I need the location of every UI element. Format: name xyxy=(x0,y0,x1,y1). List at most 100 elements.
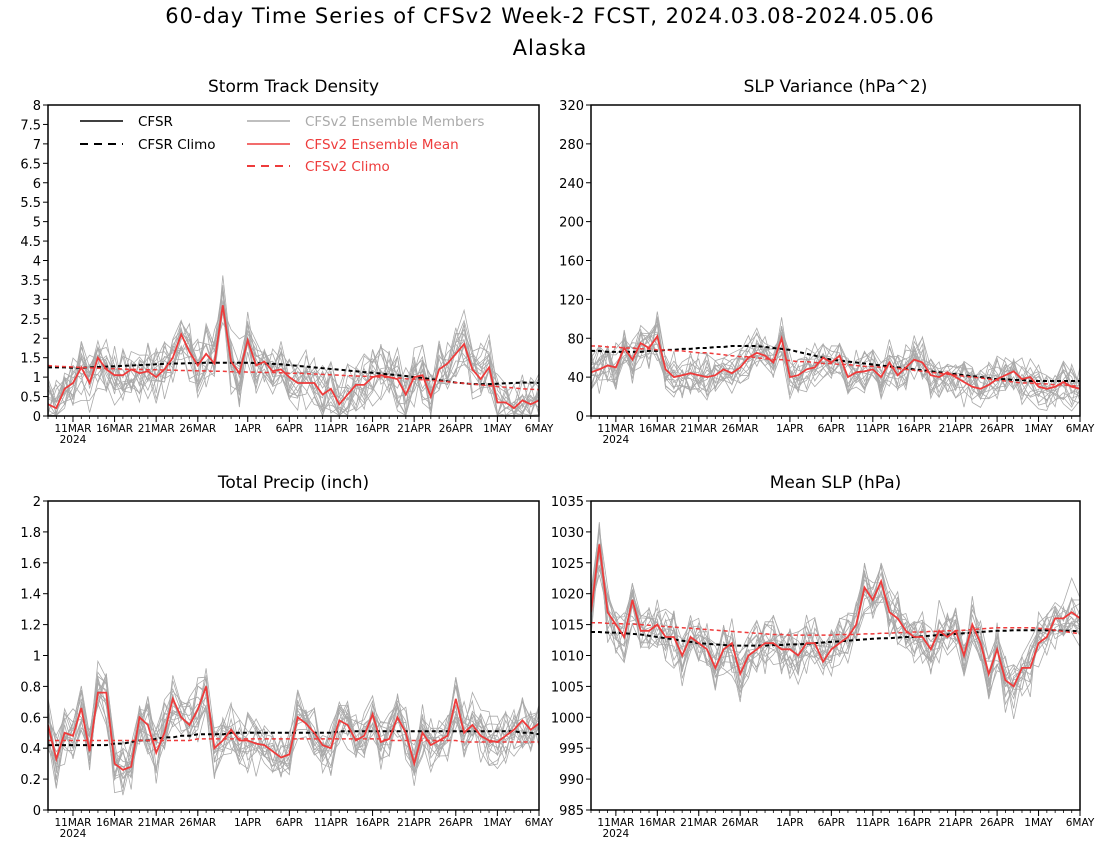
x-tick-label: 6APR xyxy=(276,817,304,829)
y-tick-label: 0.4 xyxy=(20,742,41,757)
y-tick-label: 6 xyxy=(33,177,41,192)
y-tick-label: 0.6 xyxy=(20,711,41,726)
x-year-label: 2024 xyxy=(602,828,629,840)
ensemble-member-line xyxy=(591,549,1080,696)
y-tick-label: 1.8 xyxy=(20,526,41,541)
y-tick-label: 995 xyxy=(559,742,584,757)
figure-subtitle: Alaska xyxy=(512,36,588,60)
x-tick-label: 26APR xyxy=(439,817,473,829)
y-tick-label: 0 xyxy=(576,410,584,425)
y-tick-label: 0.2 xyxy=(20,773,41,788)
x-tick-label: 11MAR xyxy=(55,423,92,435)
x-tick-label: 11MAR xyxy=(55,817,92,829)
ensemble-member-line xyxy=(48,689,539,780)
panel-title: Storm Track Density xyxy=(208,77,379,97)
plot-area xyxy=(48,659,539,796)
y-tick-label: 120 xyxy=(559,293,584,308)
x-tick-label: 11MAR xyxy=(597,817,634,829)
y-tick-label: 1010 xyxy=(551,650,584,665)
y-tick-label: 3 xyxy=(33,293,41,308)
x-tick-label: 1MAY xyxy=(483,817,512,829)
y-tick-label: 0.8 xyxy=(20,680,41,695)
ensemble-member-line xyxy=(591,333,1080,403)
cfsv2-climo-line xyxy=(591,621,1080,636)
plot-area xyxy=(591,311,1080,412)
ensemble-member-line xyxy=(48,321,539,416)
x-tick-label: 26APR xyxy=(980,817,1014,829)
legend-label-3: CFSv2 Ensemble Members xyxy=(305,114,484,130)
y-tick-label: 8 xyxy=(33,99,41,114)
x-tick-label: 6MAY xyxy=(525,817,554,829)
y-tick-label: 4 xyxy=(33,255,41,270)
x-tick-label: 1APR xyxy=(776,817,804,829)
x-tick-label: 6MAY xyxy=(525,423,554,435)
y-tick-label: 4.5 xyxy=(20,235,41,250)
x-year-label: 2024 xyxy=(60,434,87,446)
ensemble-member-line xyxy=(48,675,539,790)
x-tick-label: 26MAR xyxy=(722,817,759,829)
chart-panel-3: Total Precip (inch) 0 0.2 0.4 0.6 0.8 1 1.2 1.4 1… xyxy=(20,473,554,840)
legend-label-2: CFSR Climo xyxy=(138,137,216,153)
y-tick-label: 6.5 xyxy=(20,157,41,172)
y-tick-label: 1015 xyxy=(551,619,584,634)
ensemble-member-line xyxy=(591,555,1080,690)
x-tick-label: 16APR xyxy=(897,817,931,829)
x-tick-label: 16APR xyxy=(355,817,389,829)
ensemble-member-line xyxy=(591,323,1080,408)
y-tick-label: 2 xyxy=(33,332,41,347)
panel-title: Mean SLP (hPa) xyxy=(770,473,902,493)
y-tick-label: 320 xyxy=(559,99,584,114)
x-tick-label: 1MAY xyxy=(1024,423,1053,435)
y-tick-label: 0 xyxy=(33,804,41,819)
ensemble-member-line xyxy=(48,311,539,416)
x-tick-label: 21MAR xyxy=(138,423,175,435)
x-tick-label: 6MAY xyxy=(1066,423,1095,435)
chart-panel-4: Mean SLP (hPa) 985 990 995 1000 1005 1010 1015 1… xyxy=(551,473,1095,840)
x-tick-label: 26MAR xyxy=(179,423,216,435)
y-tick-label: 5 xyxy=(33,216,41,231)
x-tick-label: 11APR xyxy=(314,817,348,829)
x-tick-label: 11APR xyxy=(856,423,890,435)
y-tick-label: 3.5 xyxy=(20,274,41,289)
x-tick-label: 21APR xyxy=(939,817,973,829)
x-tick-label: 21APR xyxy=(397,817,431,829)
legend-label-1: CFSR xyxy=(138,114,173,130)
y-tick-label: 1005 xyxy=(551,680,584,695)
y-tick-label: 2.5 xyxy=(20,313,41,328)
ensemble-member-line xyxy=(48,290,539,416)
ensemble-member-line xyxy=(591,324,1080,412)
ensemble-member-line xyxy=(48,275,539,416)
x-tick-label: 1APR xyxy=(776,423,804,435)
ensemble-member-line xyxy=(48,309,539,416)
ensemble-member-line xyxy=(48,304,539,416)
y-tick-label: 990 xyxy=(559,773,584,788)
ensemble-member-line xyxy=(48,668,539,786)
legend-label-4: CFSv2 Ensemble Mean xyxy=(305,137,459,153)
x-tick-label: 11APR xyxy=(856,817,890,829)
y-tick-label: 0 xyxy=(33,410,41,425)
panel-title: SLP Variance (hPa^2) xyxy=(744,77,928,97)
x-tick-label: 6APR xyxy=(818,423,846,435)
ensemble-member-line xyxy=(591,334,1080,408)
ensemble-mean-line xyxy=(48,305,539,410)
y-tick-label: 1.6 xyxy=(20,557,41,572)
x-tick-label: 16MAR xyxy=(639,817,676,829)
y-tick-label: 1020 xyxy=(551,588,584,603)
y-tick-label: 1 xyxy=(33,650,41,665)
y-tick-label: 40 xyxy=(567,371,584,386)
x-tick-label: 1MAY xyxy=(1024,817,1053,829)
panel-title: Total Precip (inch) xyxy=(217,473,369,493)
ensemble-mean-line xyxy=(591,544,1080,688)
ensemble-member-line xyxy=(48,673,539,796)
y-tick-label: 7.5 xyxy=(20,118,41,133)
x-tick-label: 1MAY xyxy=(483,423,512,435)
x-tick-label: 21MAR xyxy=(680,817,717,829)
ensemble-member-line xyxy=(48,312,539,415)
x-tick-label: 16MAR xyxy=(639,423,676,435)
chart-panel-1: Storm Track Density 0 0.5 1 1.5 2 2.5 3 3.5 4 4.5 5… xyxy=(20,77,554,446)
ensemble-member-line xyxy=(591,529,1080,696)
x-tick-label: 21MAR xyxy=(138,817,175,829)
legend-label-5: CFSv2 Climo xyxy=(305,159,390,175)
x-tick-label: 16APR xyxy=(355,423,389,435)
